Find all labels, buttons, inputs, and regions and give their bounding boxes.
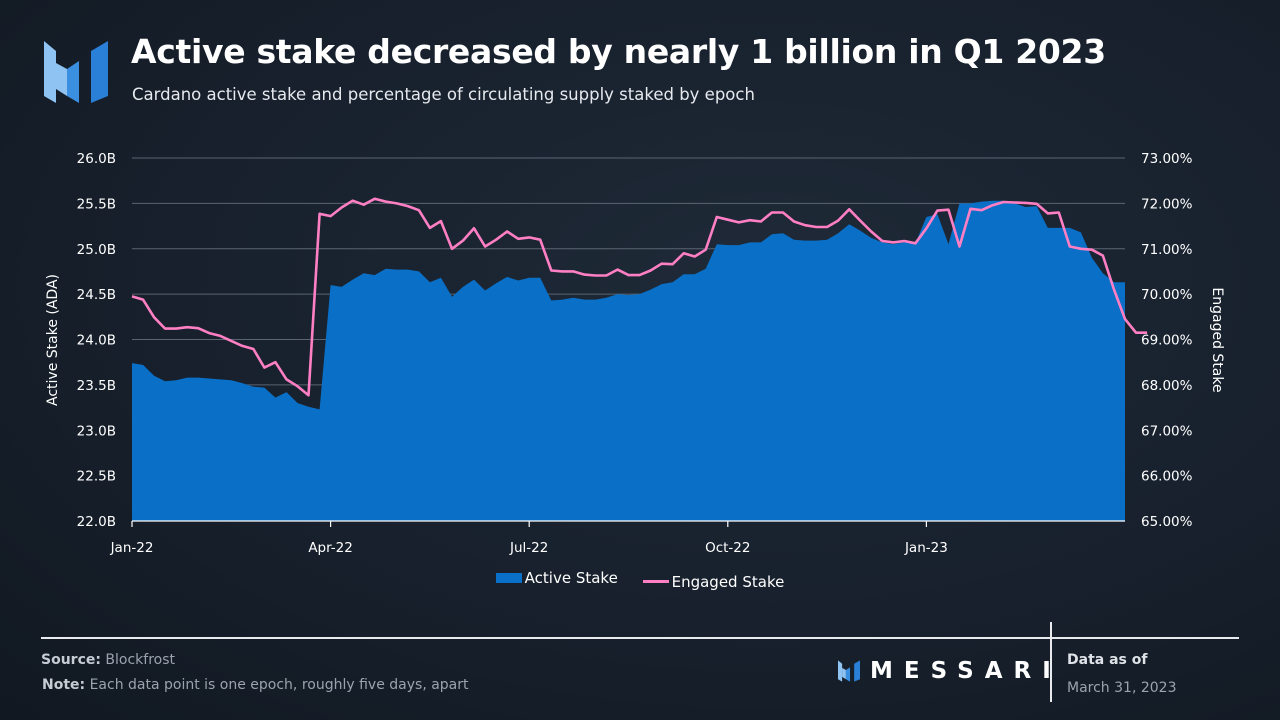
legend-label-engaged-stake: Engaged Stake xyxy=(671,572,785,591)
y-tick-label: 23.5B xyxy=(77,378,116,394)
y2-tick-label: 70.00% xyxy=(1141,287,1193,303)
x-tick-label: Jan-23 xyxy=(904,540,948,556)
note-value: Each data point is one epoch, roughly fi… xyxy=(89,677,469,693)
y2-tick-label: 73.00% xyxy=(1141,151,1193,167)
source-line: Source: Blockfrost xyxy=(41,652,175,668)
x-tick-label: Apr-22 xyxy=(308,540,353,556)
brand-mark-icon xyxy=(838,660,860,682)
data-as-of-date: March 31, 2023 xyxy=(1067,680,1177,696)
note-label: Note: xyxy=(42,677,86,693)
y2-tick-label: 66.00% xyxy=(1141,469,1193,485)
legend-item-engaged-stake: Engaged Stake xyxy=(642,572,785,591)
legend-label-active-stake: Active Stake xyxy=(524,569,618,587)
y-tick-label: 24.0B xyxy=(77,333,116,349)
legend-item-active-stake: Active Stake xyxy=(495,569,618,587)
legend-swatch-active-stake xyxy=(495,573,522,583)
page-subtitle: Cardano active stake and percentage of c… xyxy=(132,85,755,104)
brand-wordmark: MESSARI xyxy=(838,658,1062,684)
y2-tick-label: 67.00% xyxy=(1141,423,1193,439)
y-tick-label: 25.5B xyxy=(77,196,116,212)
y-tick-label: 22.5B xyxy=(77,469,116,485)
footer-vertical-divider xyxy=(1050,622,1052,702)
note-line: Note: Each data point is one epoch, roug… xyxy=(42,677,469,693)
y2-tick-label: 65.00% xyxy=(1141,514,1193,530)
y2-tick-label: 69.00% xyxy=(1141,333,1193,349)
x-tick-label: Jul-22 xyxy=(509,540,548,556)
y-tick-label: 25.0B xyxy=(77,242,116,258)
footer-divider xyxy=(41,637,1239,639)
messari-logo-icon xyxy=(44,41,108,103)
y-tick-label: 22.0B xyxy=(77,514,116,530)
x-tick-label: Jan-22 xyxy=(110,540,154,556)
y2-tick-label: 72.00% xyxy=(1141,196,1193,212)
y-tick-label: 24.5B xyxy=(77,287,116,303)
y2-axis-title: Engaged Stake xyxy=(1209,287,1225,392)
x-tick-label: Oct-22 xyxy=(705,540,750,556)
page-title: Active stake decreased by nearly 1 billi… xyxy=(131,32,1106,71)
source-label: Source: xyxy=(41,652,101,668)
active-stake-area xyxy=(132,200,1125,521)
y-axis-title: Active Stake (ADA) xyxy=(45,274,61,406)
y-tick-label: 23.0B xyxy=(77,423,116,439)
y2-tick-label: 68.00% xyxy=(1141,378,1193,394)
chart-legend: Active Stake Engaged Stake xyxy=(0,569,1280,591)
y2-tick-label: 71.00% xyxy=(1141,242,1193,258)
data-as-of-label: Data as of xyxy=(1067,652,1148,668)
brand-name: MESSARI xyxy=(870,658,1062,684)
y-tick-label: 26.0B xyxy=(77,151,116,167)
legend-swatch-engaged-stake xyxy=(642,580,669,583)
source-value: Blockfrost xyxy=(105,652,176,668)
engaged-stake-line xyxy=(131,197,1148,397)
